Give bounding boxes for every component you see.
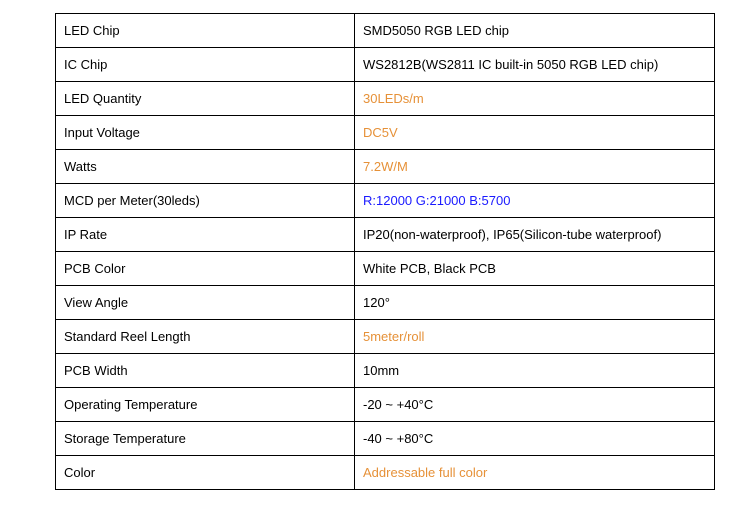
table-row: Operating Temperature-20 ~ +40°C — [56, 388, 715, 422]
table-row: PCB ColorWhite PCB, Black PCB — [56, 252, 715, 286]
table-row: LED Quantity30LEDs/m — [56, 82, 715, 116]
spec-value: 120° — [355, 286, 715, 320]
table-row: ColorAddressable full color — [56, 456, 715, 490]
table-row: Input VoltageDC5V — [56, 116, 715, 150]
spec-value: White PCB, Black PCB — [355, 252, 715, 286]
table-row: Watts7.2W/M — [56, 150, 715, 184]
spec-value: 10mm — [355, 354, 715, 388]
spec-value: SMD5050 RGB LED chip — [355, 14, 715, 48]
spec-value: WS2812B(WS2811 IC built-in 5050 RGB LED … — [355, 48, 715, 82]
spec-value: 5meter/roll — [355, 320, 715, 354]
spec-label: MCD per Meter(30leds) — [56, 184, 355, 218]
spec-value: R:12000 G:21000 B:5700 — [355, 184, 715, 218]
spec-label: LED Quantity — [56, 82, 355, 116]
spec-label: Operating Temperature — [56, 388, 355, 422]
spec-value: 30LEDs/m — [355, 82, 715, 116]
table-row: Standard Reel Length5meter/roll — [56, 320, 715, 354]
spec-table-container: LED ChipSMD5050 RGB LED chipIC ChipWS281… — [0, 0, 750, 530]
table-row: IP RateIP20(non-waterproof), IP65(Silico… — [56, 218, 715, 252]
table-row: Storage Temperature-40 ~ +80°C — [56, 422, 715, 456]
spec-label: Input Voltage — [56, 116, 355, 150]
spec-label: LED Chip — [56, 14, 355, 48]
table-row: IC ChipWS2812B(WS2811 IC built-in 5050 R… — [56, 48, 715, 82]
spec-label: View Angle — [56, 286, 355, 320]
spec-label: IC Chip — [56, 48, 355, 82]
spec-label: PCB Width — [56, 354, 355, 388]
spec-value: 7.2W/M — [355, 150, 715, 184]
table-row: MCD per Meter(30leds)R:12000 G:21000 B:5… — [56, 184, 715, 218]
spec-label: Standard Reel Length — [56, 320, 355, 354]
spec-value: IP20(non-waterproof), IP65(Silicon-tube … — [355, 218, 715, 252]
spec-label: Color — [56, 456, 355, 490]
spec-value: DC5V — [355, 116, 715, 150]
spec-table: LED ChipSMD5050 RGB LED chipIC ChipWS281… — [55, 13, 715, 490]
spec-label: Watts — [56, 150, 355, 184]
spec-label: PCB Color — [56, 252, 355, 286]
spec-value: Addressable full color — [355, 456, 715, 490]
spec-label: IP Rate — [56, 218, 355, 252]
table-row: LED ChipSMD5050 RGB LED chip — [56, 14, 715, 48]
spec-value: -40 ~ +80°C — [355, 422, 715, 456]
spec-value: -20 ~ +40°C — [355, 388, 715, 422]
table-row: View Angle120° — [56, 286, 715, 320]
spec-label: Storage Temperature — [56, 422, 355, 456]
table-row: PCB Width10mm — [56, 354, 715, 388]
spec-table-body: LED ChipSMD5050 RGB LED chipIC ChipWS281… — [56, 14, 715, 490]
